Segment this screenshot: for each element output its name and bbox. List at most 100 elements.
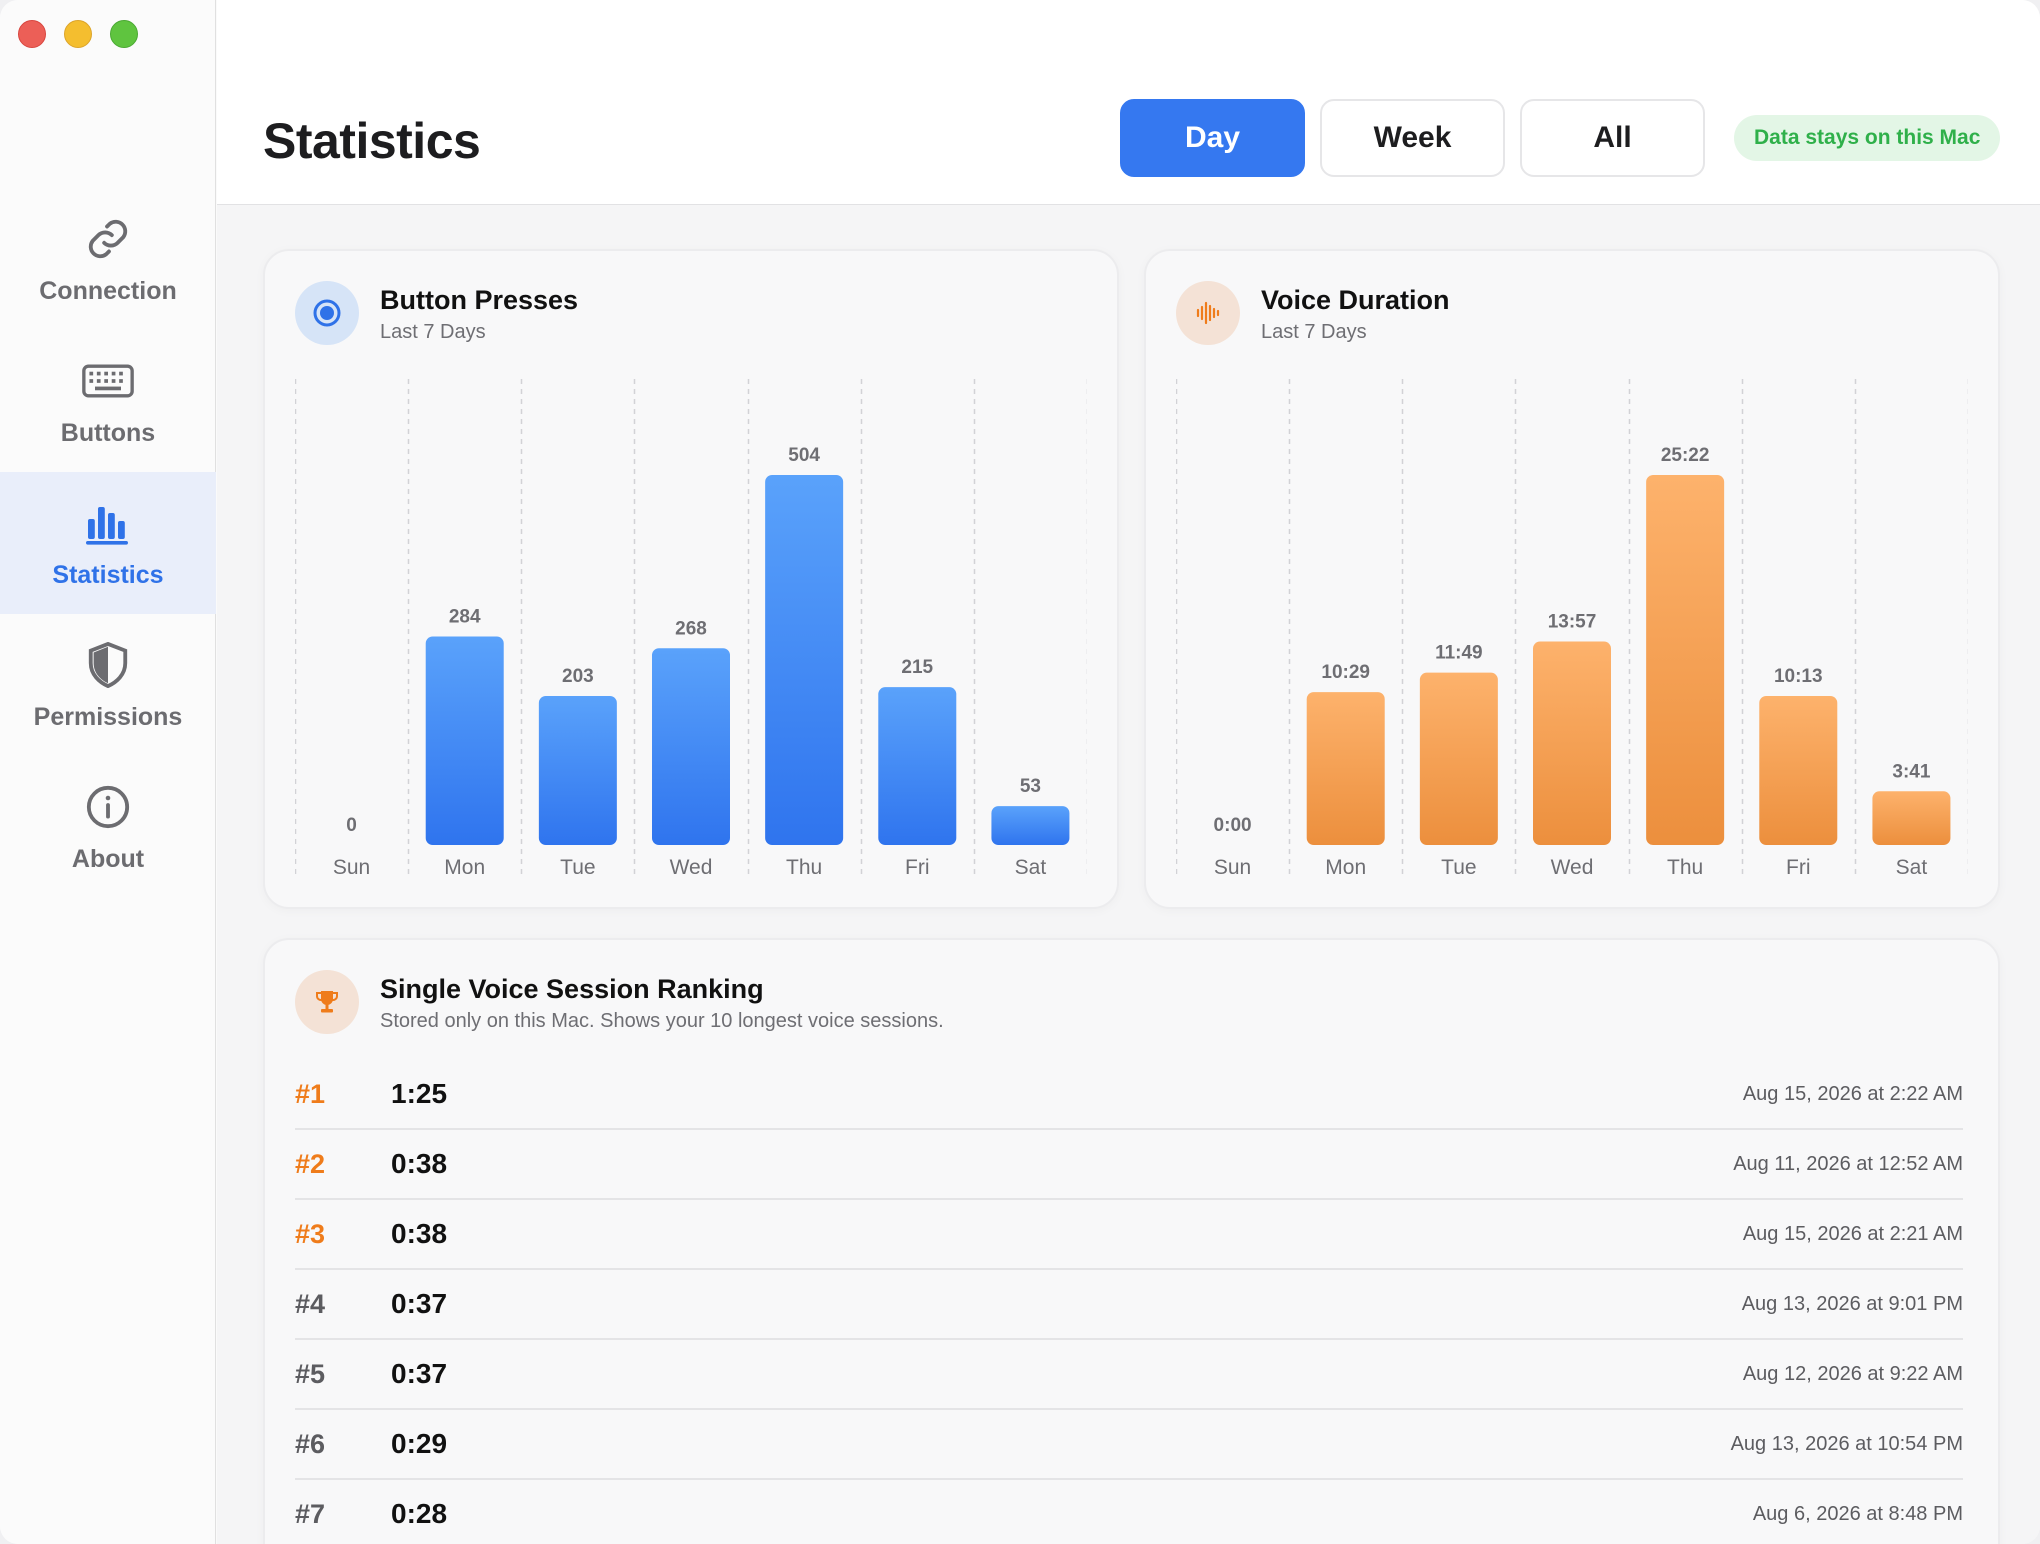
- record-button-icon: [295, 281, 359, 345]
- rank-number: #1: [295, 1078, 326, 1109]
- session-date: Aug 15, 2026 at 2:22 AM: [1742, 1082, 1963, 1105]
- ranking-row: #1 1:25 Aug 15, 2026 at 2:22 AM: [295, 1060, 1963, 1130]
- session-duration: 0:37: [391, 1288, 448, 1319]
- card-subtitle: Last 7 Days: [1261, 321, 1367, 343]
- tab-all[interactable]: All: [1520, 99, 1705, 177]
- sidebar-item-connection[interactable]: Connection: [0, 188, 216, 330]
- voice-session-ranking-card: Single Voice Session Ranking Stored only…: [263, 938, 2000, 1544]
- sidebar-item-permissions[interactable]: Permissions: [0, 614, 216, 756]
- session-duration: 0:28: [391, 1498, 448, 1529]
- x-tick-label: Sun: [1214, 856, 1251, 879]
- ranking-row: #5 0:37 Aug 12, 2026 at 9:22 AM: [295, 1340, 1963, 1410]
- bar-value-label: 13:57: [1548, 612, 1597, 633]
- chart-bar: [1872, 791, 1951, 845]
- session-duration: 0:38: [391, 1148, 448, 1179]
- ranking-list: #1 1:25 Aug 15, 2026 at 2:22 AM #2 0:38 Aug 1…: [295, 1060, 1963, 1544]
- voice-duration-chart-svg: 0:00 Sun 10:29 Mon 11:49 Tue 13:57 Wed 25:22 Thu 1…: [1175, 379, 1970, 879]
- rank-number: #3: [295, 1218, 326, 1249]
- x-tick-label: Sat: [1015, 856, 1047, 879]
- session-date: Aug 13, 2026 at 10:54 PM: [1730, 1432, 1963, 1455]
- session-date: Aug 12, 2026 at 9:22 AM: [1742, 1362, 1963, 1385]
- card-subtitle: Last 7 Days: [380, 321, 486, 343]
- bar-value-label: 0: [346, 815, 357, 836]
- session-duration: 1:25: [391, 1078, 448, 1109]
- ranking-row: #7 0:28 Aug 6, 2026 at 8:48 PM: [295, 1480, 1963, 1544]
- x-tick-label: Sat: [1896, 856, 1928, 879]
- session-duration: 0:29: [391, 1428, 448, 1459]
- sidebar-item-label: About: [71, 844, 145, 873]
- x-tick-label: Wed: [1551, 856, 1594, 879]
- card-title: Voice Duration: [1261, 285, 1450, 315]
- button-presses-card: Button Presses Last 7 Days 0 Sun 284 Mon 203…: [263, 249, 1119, 909]
- bar-value-label: 25:22: [1661, 445, 1710, 466]
- x-tick-label: Fri: [905, 856, 930, 879]
- page-title: Statistics: [263, 113, 481, 169]
- bar-value-label: 0:00: [1214, 815, 1252, 836]
- chart-bar: [1533, 641, 1611, 845]
- tab-day[interactable]: Day: [1120, 99, 1305, 177]
- chart-bar: [1759, 695, 1838, 845]
- header-bar: Statistics Day Week All Data stays on th…: [217, 0, 2040, 205]
- chart-bar: [652, 648, 730, 845]
- sidebar-item-about[interactable]: About: [0, 756, 216, 898]
- bar-value-label: 284: [449, 607, 481, 628]
- ranking-row: #4 0:37 Aug 13, 2026 at 9:01 PM: [295, 1270, 1963, 1340]
- bar-value-label: 3:41: [1892, 761, 1930, 782]
- session-date: Aug 11, 2026 at 12:52 AM: [1733, 1152, 1963, 1175]
- x-tick-label: Mon: [1325, 856, 1366, 879]
- sidebar-item-statistics[interactable]: Statistics: [0, 472, 216, 614]
- voice-duration-card: Voice Duration Last 7 Days 0:00 Sun 10:29 M…: [1144, 249, 2000, 909]
- sidebar-nav: Connection Buttons: [0, 188, 216, 898]
- link-icon: [82, 213, 134, 265]
- waveform-icon: [1176, 281, 1240, 345]
- chart-bar: [1306, 692, 1385, 845]
- bar-value-label: 10:29: [1321, 662, 1370, 683]
- x-tick-label: Thu: [1667, 856, 1703, 879]
- sidebar-item-label: Buttons: [60, 418, 156, 447]
- sidebar-item-label: Connection: [39, 276, 177, 305]
- chart-bar: [425, 636, 504, 845]
- card-subtitle: Stored only on this Mac. Shows your 10 l…: [380, 1010, 944, 1032]
- bar-value-label: 53: [1020, 776, 1041, 797]
- tab-week[interactable]: Week: [1320, 99, 1505, 177]
- x-tick-label: Thu: [786, 856, 822, 879]
- bar-value-label: 215: [901, 657, 933, 678]
- sidebar-item-label: Permissions: [33, 702, 183, 731]
- chart-bar: [1646, 475, 1725, 845]
- bar-value-label: 10:13: [1774, 666, 1823, 687]
- card-title: Single Voice Session Ranking: [380, 974, 764, 1004]
- chart-bar: [878, 687, 957, 845]
- session-duration: 0:38: [391, 1218, 448, 1249]
- bar-value-label: 268: [675, 618, 707, 639]
- bar-value-label: 11:49: [1435, 643, 1483, 664]
- rank-number: #6: [295, 1428, 326, 1459]
- rank-number: #7: [295, 1498, 326, 1529]
- x-tick-label: Wed: [670, 856, 713, 879]
- zoom-window-button[interactable]: [110, 20, 138, 48]
- session-date: Aug 13, 2026 at 9:01 PM: [1741, 1292, 1963, 1315]
- trophy-icon: [295, 970, 359, 1034]
- chart-bar: [538, 695, 617, 845]
- rank-number: #5: [295, 1358, 326, 1389]
- main-content: Statistics Day Week All Data stays on th…: [217, 0, 2040, 1544]
- close-window-button[interactable]: [18, 20, 46, 48]
- sidebar: Connection Buttons: [0, 0, 216, 1544]
- ranking-row: #3 0:38 Aug 15, 2026 at 2:21 AM: [295, 1200, 1963, 1270]
- session-date: Aug 6, 2026 at 8:48 PM: [1752, 1502, 1963, 1525]
- session-duration: 0:37: [391, 1358, 448, 1389]
- x-tick-label: Fri: [1786, 856, 1811, 879]
- sidebar-item-buttons[interactable]: Buttons: [0, 330, 216, 472]
- x-tick-label: Tue: [1441, 856, 1476, 879]
- rank-number: #4: [295, 1288, 326, 1319]
- voice-duration-chart: 0:00 Sun 10:29 Mon 11:49 Tue 13:57 Wed 25:22 Thu 1…: [1175, 379, 1970, 884]
- sidebar-item-label: Statistics: [52, 560, 164, 589]
- chart-bar: [1419, 672, 1498, 845]
- bar-value-label: 504: [788, 445, 820, 466]
- x-tick-label: Mon: [444, 856, 485, 879]
- minimize-window-button[interactable]: [64, 20, 92, 48]
- shield-icon: [82, 639, 134, 691]
- button-presses-chart-svg: 0 Sun 284 Mon 203 Tue 268 Wed 504 Thu 215 Fri 53 Sat: [294, 379, 1089, 879]
- window-controls: [18, 20, 138, 48]
- ranking-row: #6 0:29 Aug 13, 2026 at 10:54 PM: [295, 1410, 1963, 1480]
